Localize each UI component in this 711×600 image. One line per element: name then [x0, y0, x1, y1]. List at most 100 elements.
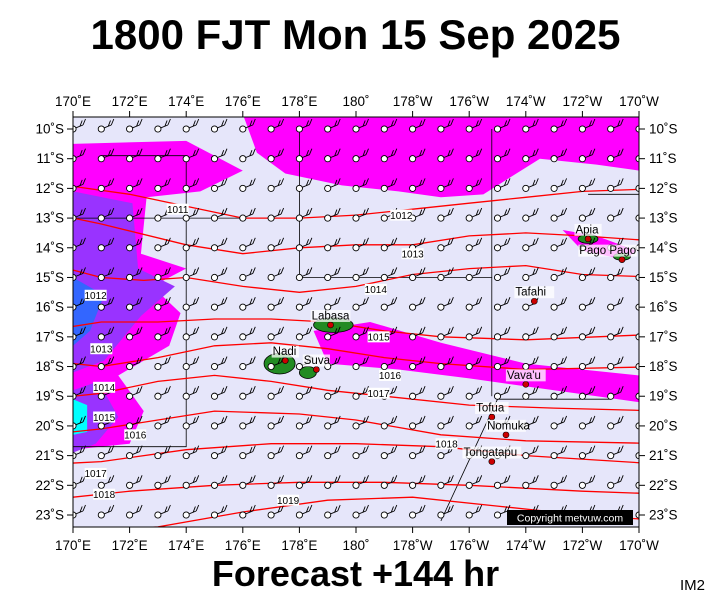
barb-station — [578, 184, 586, 192]
barb-feather — [646, 328, 648, 334]
barb-station — [465, 303, 473, 311]
barb-station — [578, 481, 586, 489]
lon-label-top: 180˚ — [342, 94, 369, 109]
wind-barb — [210, 415, 228, 430]
wind-barb — [97, 178, 115, 192]
barb-shaft — [415, 480, 423, 485]
barb-station — [154, 422, 162, 430]
barb-station — [437, 452, 445, 460]
barb-feather — [280, 296, 285, 304]
wind-barb — [182, 148, 200, 163]
isobar-label-bg — [367, 387, 390, 399]
barb-feather — [79, 268, 83, 275]
lat-label-left: 17˚S — [35, 329, 64, 344]
barb-feather — [620, 296, 624, 304]
wind-barb — [607, 296, 624, 311]
barb-feather — [362, 506, 366, 513]
barb-shaft — [358, 154, 367, 158]
barb-feather — [280, 445, 285, 452]
wind-barb — [154, 267, 171, 282]
wind-barb — [97, 326, 115, 341]
barb-station — [239, 452, 247, 460]
barb-feather — [79, 239, 83, 246]
barb-shaft — [330, 391, 338, 396]
barb-shaft — [132, 480, 140, 485]
wind-barb — [550, 386, 568, 400]
barb-shaft — [330, 510, 338, 515]
place-label-bg — [578, 244, 637, 257]
place-marker — [522, 381, 530, 388]
wind-barb — [409, 415, 426, 430]
barb-station — [182, 362, 190, 371]
barb-feather — [504, 506, 508, 513]
barb-feather — [588, 328, 593, 335]
barb-station — [493, 392, 502, 400]
lat-label-right: 20˚S — [649, 418, 678, 433]
isobar-label-bg — [166, 203, 189, 215]
barb-station — [607, 125, 615, 133]
barb-shaft — [302, 451, 310, 455]
barb-feather — [591, 475, 596, 482]
barb-feather — [478, 148, 483, 155]
barb-station — [465, 184, 473, 192]
barb-feather — [164, 298, 168, 305]
wind-barb — [522, 178, 539, 192]
barb-shaft — [132, 510, 140, 515]
wind-barb — [437, 118, 454, 133]
place-label: Vava'u — [507, 370, 541, 382]
place-label-bg — [462, 446, 522, 459]
barb-feather — [588, 417, 593, 424]
place-marker — [281, 357, 289, 364]
barb-station — [465, 333, 473, 341]
barb-station — [635, 155, 639, 163]
barb-station — [295, 452, 303, 460]
wind-barb — [352, 148, 369, 163]
barb-shaft — [330, 362, 338, 366]
barb-station — [635, 422, 639, 430]
wind-barb — [550, 326, 568, 341]
lon-label-bottom: 176˚W — [449, 538, 489, 553]
wind-barb — [352, 356, 369, 371]
barb-feather — [308, 386, 313, 393]
wind-barb — [182, 356, 200, 371]
wind-barb — [352, 415, 369, 430]
barb-feather — [136, 476, 140, 483]
barb-feather — [79, 446, 83, 453]
barb-shaft — [302, 302, 310, 307]
barb-station — [295, 244, 303, 252]
barb-shaft — [273, 332, 282, 337]
barb-feather — [563, 445, 568, 452]
barb-station — [550, 273, 558, 282]
barb-station — [437, 125, 445, 133]
isobar-label-text: 1013 — [90, 345, 113, 356]
barb-feather — [139, 415, 143, 423]
lon-label-top: 178˚W — [393, 94, 433, 109]
barb-feather — [192, 268, 196, 275]
barb-shaft — [273, 362, 282, 366]
barb-feather — [504, 120, 508, 127]
wind-barb — [607, 326, 624, 341]
wind-barb — [210, 445, 228, 460]
barb-feather — [588, 179, 593, 186]
barb-feather — [422, 356, 426, 363]
wind-barb — [352, 475, 369, 489]
barb-station — [493, 333, 502, 341]
barb-shaft — [585, 124, 593, 129]
barb-shaft — [160, 362, 169, 366]
barb-feather — [591, 207, 596, 215]
axis-layer: 170˚E 170˚E 172˚E 172˚E 174˚E 174˚E 176˚E 176˚E… — [35, 94, 677, 553]
barb-feather — [563, 118, 568, 126]
barb-feather — [107, 120, 111, 127]
barb-station — [380, 125, 388, 133]
wind-barb — [182, 237, 200, 252]
barb-shaft — [472, 421, 480, 426]
isobar-line-5 — [73, 342, 639, 371]
barb-feather — [305, 179, 310, 186]
barb-feather — [532, 209, 536, 216]
barb-feather — [646, 388, 648, 394]
place-apia: Apia — [574, 223, 602, 243]
barb-shaft — [160, 510, 169, 515]
barb-feather — [504, 268, 508, 275]
wind-barb — [635, 388, 648, 400]
barb-station — [607, 214, 615, 222]
